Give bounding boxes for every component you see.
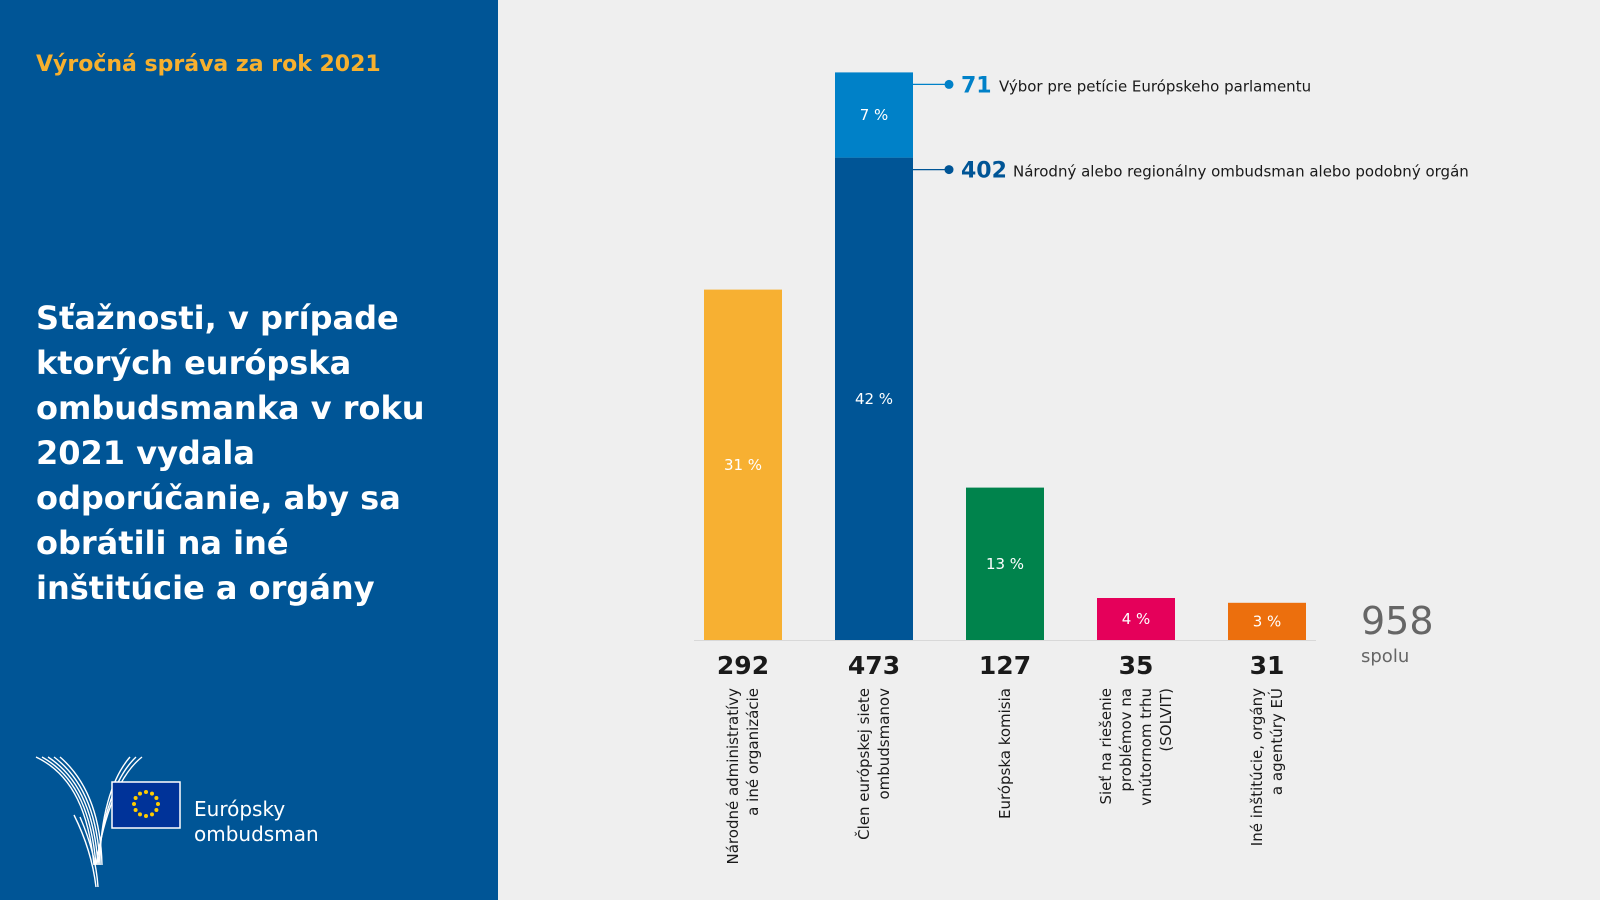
category-label: Člen európskej siete ombudsmanov xyxy=(854,688,893,840)
category-label-line: a iné organizácie xyxy=(744,688,762,816)
callout-value: 402 xyxy=(961,159,1007,184)
category-label-line: ombudsmanov xyxy=(875,688,893,800)
callout-label: Národný alebo regionálny ombudsman alebo… xyxy=(1013,163,1469,181)
category-label: Iné inštitúcie, orgány a agentúry EÚ xyxy=(1248,688,1286,846)
bar-segment xyxy=(1228,602,1306,640)
bar-total-value: 35 xyxy=(1119,651,1154,680)
callout-dot xyxy=(944,79,954,89)
category-label: Sieť na riešenie problémov na vnútornom tr… xyxy=(1097,688,1175,806)
category-label: Národné administratívy a iné organizácie xyxy=(724,688,762,865)
bar-percent-label: 42 % xyxy=(855,390,893,408)
callout-label: Výbor pre petície Európskeho parlamentu xyxy=(999,77,1311,95)
bar-segment xyxy=(835,157,913,640)
eu-stars-icon xyxy=(132,790,160,818)
bar-total-value: 292 xyxy=(717,651,769,680)
bar-segment xyxy=(835,72,913,158)
bar-segment xyxy=(704,289,782,640)
bar-total-value: 473 xyxy=(848,651,900,680)
ombudsman-logo xyxy=(35,756,181,888)
callout-value: 71 xyxy=(961,73,992,98)
category-label-line: (SOLVIT) xyxy=(1157,688,1175,752)
bar-percent-label: 3 % xyxy=(1253,612,1282,630)
category-label-line: Člen európskej siete xyxy=(854,688,873,840)
grand-total-value: 958 xyxy=(1361,599,1434,643)
bar-segment xyxy=(1097,598,1175,640)
report-title: Výročná správa za rok 2021 xyxy=(36,52,381,77)
bar-total-value: 31 xyxy=(1250,651,1285,680)
category-label-line: vnútornom trhu xyxy=(1137,688,1155,806)
category-label-line: a agentúry EÚ xyxy=(1267,688,1286,795)
left-panel: Výročná správa za rok 2021 Sťažnosti, v … xyxy=(0,0,498,900)
bar-percent-label: 13 % xyxy=(986,555,1024,573)
category-label-line: Iné inštitúcie, orgány xyxy=(1248,688,1266,846)
category-label-line: Národné administratívy xyxy=(724,688,742,865)
bar-chart: 31 % 292 Národné administratívy a iné organ… xyxy=(694,72,1469,865)
eu-flag-icon xyxy=(111,781,181,829)
logo-text-line2: ombudsman xyxy=(194,822,319,846)
logo-text-line1: Európsky xyxy=(194,797,286,821)
logo-text: Európsky ombudsman xyxy=(194,797,319,847)
bar-percent-label: 7 % xyxy=(860,106,889,124)
bar-percent-label: 4 % xyxy=(1122,610,1151,628)
page-title: Sťažnosti, v prípade ktorých európska om… xyxy=(36,299,425,607)
callout-dot xyxy=(944,165,954,175)
bar-total-value: 127 xyxy=(979,651,1031,680)
category-label-line: Európska komisia xyxy=(996,688,1014,819)
bar-segment xyxy=(966,487,1044,640)
category-label: Európska komisia xyxy=(996,688,1014,819)
category-label-line: Sieť na riešenie xyxy=(1097,688,1115,805)
bar-percent-label: 31 % xyxy=(724,456,762,474)
grand-total-label: spolu xyxy=(1361,646,1409,667)
category-label-line: problémov na xyxy=(1117,688,1135,792)
